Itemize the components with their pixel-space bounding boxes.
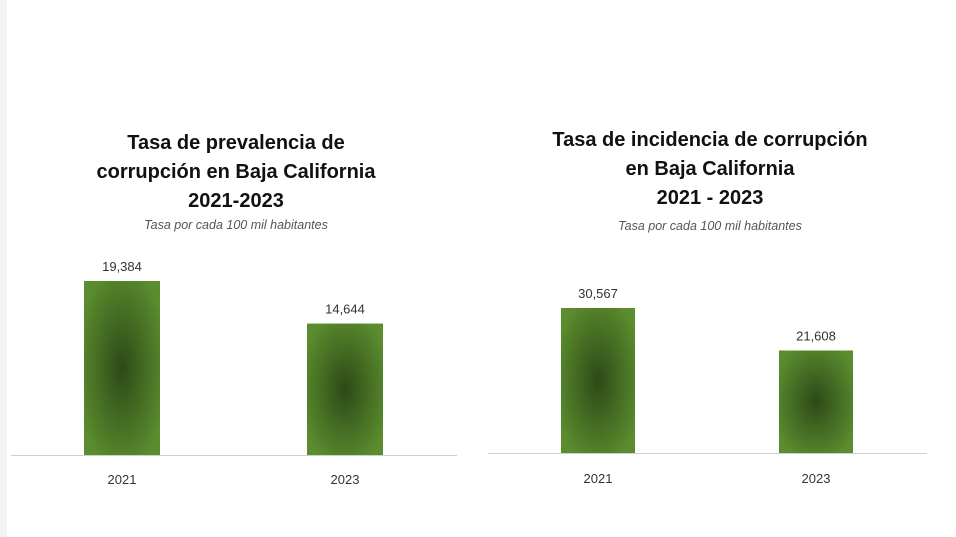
data-label-2023: 21,608 [796,328,836,343]
x-tick-label-2021: 2021 [584,471,613,486]
chart-subtitle: Tasa por cada 100 mil habitantes [144,218,328,232]
bar-2023 [307,323,383,455]
prevalence-chart: Tasa de prevalencia de corrupción en Baj… [7,0,465,537]
data-label-2021: 19,384 [102,259,142,274]
bar-2021 [84,281,160,455]
prevalence-plot: 19,384 2021 14,644 2023 [11,259,457,487]
bar-2023 [779,350,853,453]
left-edge-strip [0,0,7,537]
chart-title: Tasa de prevalencia de corrupción en Baj… [96,132,376,212]
x-tick-label-2023: 2023 [802,471,831,486]
x-tick-label-2021: 2021 [108,472,137,487]
chart-subtitle: Tasa por cada 100 mil habitantes [618,219,802,233]
data-label-2023: 14,644 [325,302,365,317]
bar-2021 [561,308,635,453]
data-label-2021: 30,567 [578,286,618,301]
incidence-plot: 30,567 2021 21,608 2023 [488,286,927,486]
incidence-chart: Tasa de incidencia de corrupción en Baja… [485,0,935,537]
chart-title: Tasa de incidencia de corrupción en Baja… [552,129,868,209]
x-tick-label-2023: 2023 [331,472,360,487]
